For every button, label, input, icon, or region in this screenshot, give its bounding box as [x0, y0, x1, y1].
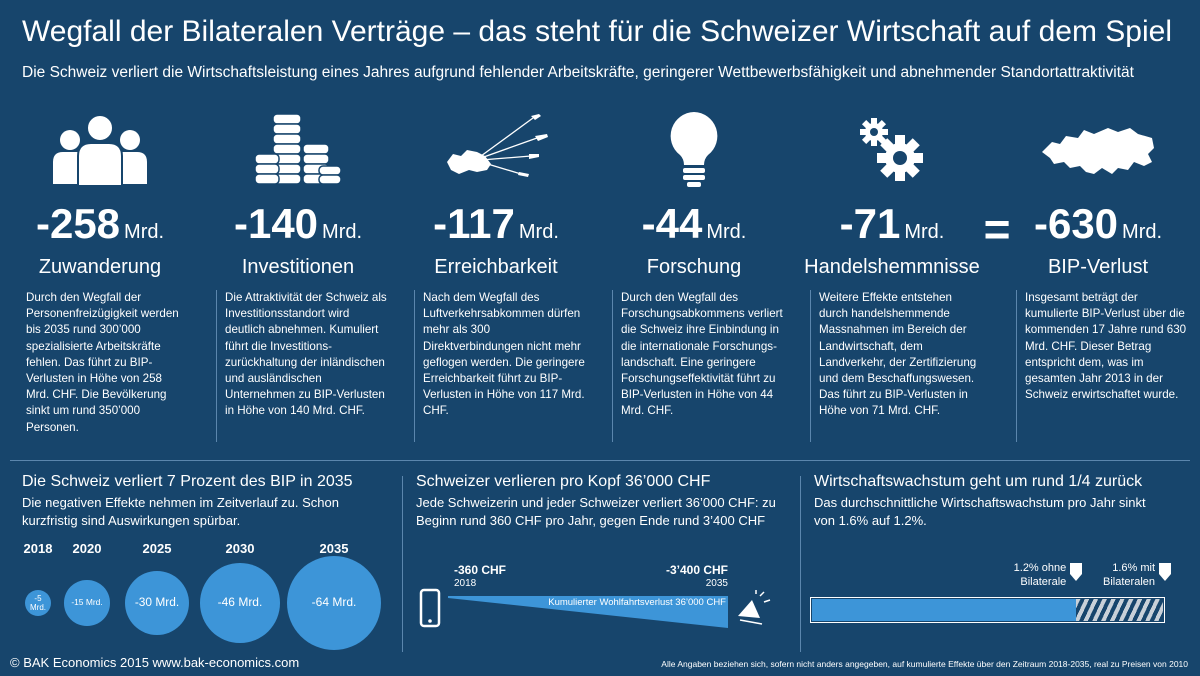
text-zuwanderung: Durch den Wegfall der Personenfreizügigk… — [26, 291, 179, 434]
column-zuwanderung: -258 Mrd. Zuwanderung Durch den Wegfall d… — [2, 110, 198, 450]
panel-divider — [800, 476, 801, 652]
panel-capita-text: Jede Schweizerin und jeder Schweizer ver… — [416, 495, 776, 528]
panel-gdp-loss: Die Schweiz verliert 7 Prozent des BIP i… — [22, 472, 392, 652]
footer-note: Alle Angaben beziehen sich, sofern nicht… — [661, 659, 1188, 669]
page-subtitle: Die Schweiz verliert die Wirtschaftsleis… — [22, 64, 1134, 81]
bubble-year-2020: 2020 — [72, 541, 102, 556]
people-icon — [2, 110, 198, 192]
column-erreichbarkeit: -117 Mrd. Erreichbarkeit Nach dem Wegfall… — [398, 110, 594, 450]
text-erreichbarkeit: Nach dem Wegfall des Luftverkehrsabkomme… — [414, 290, 586, 442]
bubble-year-2035: 2035 — [319, 541, 349, 556]
value-bip-verlust: -630 — [1033, 200, 1119, 247]
growth-marker-with-label: 1.6% mit Bilateralen — [1103, 562, 1155, 588]
text-forschung: Durch den Wegfall des Forschungsabkommen… — [612, 290, 784, 442]
bubble-2020: -15 Mrd. — [64, 580, 110, 626]
capita-end-year: 2035 — [705, 578, 728, 589]
value-forschung: -44 — [641, 200, 703, 247]
equals-sign: = — [983, 203, 1011, 255]
growth-bar-hatch — [1076, 599, 1163, 621]
unit-handelshemmnisse: Mrd. — [904, 221, 945, 243]
label-zuwanderung: Zuwanderung — [38, 256, 162, 278]
panel-growth: Wirtschaftswachstum geht um rund 1/4 zur… — [814, 472, 1194, 652]
lightbulb-icon — [596, 110, 792, 192]
column-investitionen: -140 Mrd. Investitionen Die Attraktivität… — [200, 110, 396, 450]
label-erreichbarkeit: Erreichbarkeit — [434, 256, 558, 278]
capita-bar-label: Kumulierter Wohlfahrtsverlust 36’000 CHF — [548, 597, 726, 608]
party-hat-icon — [734, 590, 774, 626]
column-bip-verlust: -630 Mrd. BIP-Verlust Insgesamt beträgt d… — [1000, 110, 1196, 450]
panel-growth-text: Das durchschnittliche Wirtschaftswachstu… — [814, 495, 1146, 528]
column-forschung: -44 Mrd. Forschung Durch den Wegfall des … — [596, 110, 792, 450]
panel-capita-title: Schweizer verlieren pro Kopf 36’000 CHF — [416, 473, 711, 490]
unit-forschung: Mrd. — [706, 221, 747, 243]
unit-zuwanderung: Mrd. — [124, 221, 165, 243]
airplanes-icon — [398, 110, 594, 192]
growth-bar-fill — [812, 599, 1077, 621]
panel-gdp-title: Die Schweiz verliert 7 Prozent des BIP i… — [22, 473, 353, 490]
coin-stacks-icon — [200, 110, 396, 192]
growth-marker-with-icon — [1159, 563, 1171, 581]
text-investitionen: Die Attraktivität der Schweiz als Invest… — [216, 290, 388, 442]
bubble-year-2025: 2025 — [142, 541, 172, 556]
text-bip-verlust: Insgesamt beträgt der kumulierte BIP-Ver… — [1016, 290, 1188, 442]
label-bip-verlust: BIP-Verlust — [1047, 256, 1149, 278]
value-handelshemmnisse: -71 — [839, 200, 901, 247]
text-handelshemmnisse: Weitere Effekte entstehen durch handelsh… — [810, 290, 982, 442]
panel-divider — [402, 476, 403, 652]
bubble-year-2018: 2018 — [23, 541, 53, 556]
label-handelshemmnisse: Handelshemmnisse — [804, 256, 980, 278]
panel-growth-title: Wirtschaftswachstum geht um rund 1/4 zur… — [814, 473, 1143, 490]
capita-end-value: -3’400 CHF — [665, 563, 728, 577]
bubble-2018: -5 Mrd. — [24, 589, 52, 617]
unit-bip-verlust: Mrd. — [1122, 221, 1163, 243]
panel-gdp-text: Die negativen Effekte nehmen im Zeitverl… — [22, 495, 339, 528]
section-divider — [10, 460, 1190, 461]
switzerland-map-icon — [1000, 110, 1196, 192]
gears-icon — [794, 110, 990, 192]
growth-bar-frame — [810, 597, 1165, 623]
bubble-2030: -46 Mrd. — [200, 563, 280, 643]
growth-marker-without-icon — [1070, 563, 1083, 581]
unit-erreichbarkeit: Mrd. — [518, 221, 559, 243]
panel-per-capita: Schweizer verlieren pro Kopf 36’000 CHF … — [416, 472, 796, 652]
footer-copyright: © BAK Economics 2015 www.bak-economics.c… — [10, 655, 300, 670]
capita-wedge — [448, 596, 728, 628]
page-title: Wegfall der Bilateralen Verträge – das s… — [22, 15, 1173, 48]
capita-start-year: 2018 — [454, 578, 477, 589]
bubble-2035: -64 Mrd. — [287, 556, 381, 650]
column-handelshemmnisse: -71 Mrd. Handelshemmnisse Weitere Effekte… — [794, 110, 990, 450]
value-erreichbarkeit: -117 — [433, 200, 515, 247]
unit-investitionen: Mrd. — [322, 221, 363, 243]
label-forschung: Forschung — [646, 256, 742, 278]
bubble-year-2030: 2030 — [225, 541, 255, 556]
label-investitionen: Investitionen — [241, 256, 355, 278]
capita-start-value: -360 CHF — [454, 563, 507, 577]
smartphone-icon — [418, 588, 442, 628]
value-zuwanderung: -258 — [35, 200, 121, 247]
value-investitionen: -140 — [233, 200, 319, 247]
growth-marker-without-label: 1.2% ohne Bilaterale — [1013, 562, 1067, 588]
bubble-2025: -30 Mrd. — [124, 570, 190, 636]
